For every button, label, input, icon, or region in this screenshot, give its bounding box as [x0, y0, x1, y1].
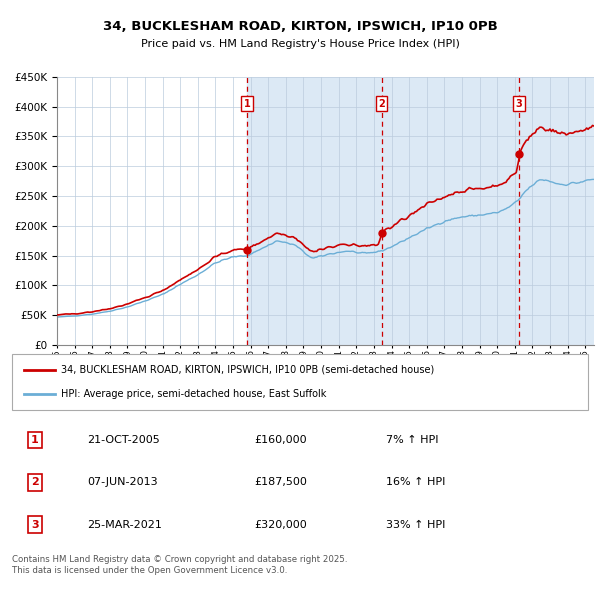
Text: 07-JUN-2013: 07-JUN-2013	[87, 477, 158, 487]
Text: 21-OCT-2005: 21-OCT-2005	[87, 435, 160, 445]
Text: £160,000: £160,000	[254, 435, 307, 445]
Text: 1: 1	[244, 99, 251, 109]
Text: 2: 2	[31, 477, 39, 487]
Text: 33% ↑ HPI: 33% ↑ HPI	[386, 520, 446, 530]
Text: 1: 1	[31, 435, 39, 445]
Text: Contains HM Land Registry data © Crown copyright and database right 2025.
This d: Contains HM Land Registry data © Crown c…	[12, 556, 347, 575]
Text: 16% ↑ HPI: 16% ↑ HPI	[386, 477, 446, 487]
Text: 7% ↑ HPI: 7% ↑ HPI	[386, 435, 439, 445]
Text: Price paid vs. HM Land Registry's House Price Index (HPI): Price paid vs. HM Land Registry's House …	[140, 40, 460, 49]
Text: 3: 3	[31, 520, 39, 530]
Text: £187,500: £187,500	[254, 477, 307, 487]
Bar	[247, 77, 594, 345]
Text: 34, BUCKLESHAM ROAD, KIRTON, IPSWICH, IP10 0PB (semi-detached house): 34, BUCKLESHAM ROAD, KIRTON, IPSWICH, IP…	[61, 365, 434, 375]
Text: HPI: Average price, semi-detached house, East Suffolk: HPI: Average price, semi-detached house,…	[61, 389, 326, 399]
Text: 3: 3	[515, 99, 522, 109]
Text: 2: 2	[378, 99, 385, 109]
Text: 34, BUCKLESHAM ROAD, KIRTON, IPSWICH, IP10 0PB: 34, BUCKLESHAM ROAD, KIRTON, IPSWICH, IP…	[103, 20, 497, 33]
Text: 25-MAR-2021: 25-MAR-2021	[87, 520, 162, 530]
FancyBboxPatch shape	[12, 354, 588, 410]
Text: £320,000: £320,000	[254, 520, 307, 530]
